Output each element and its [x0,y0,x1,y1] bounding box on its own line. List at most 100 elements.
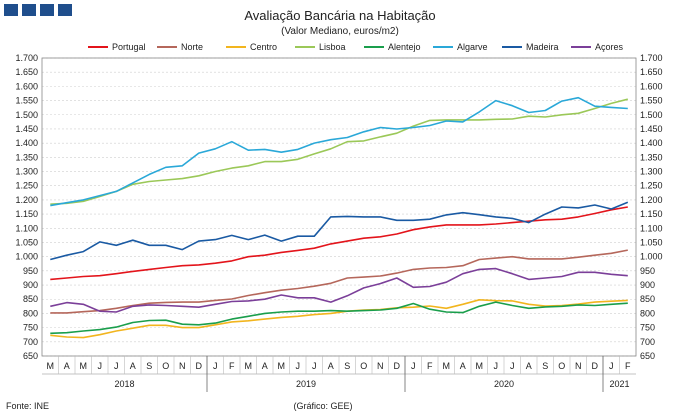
y-tick-label-left: 1.000 [15,252,38,262]
y-tick-label-right: 800 [640,308,655,318]
y-tick-label-right: 1.550 [640,96,663,106]
gridlines [42,57,636,357]
y-tick-label-left: 1.150 [15,209,38,219]
series-line-madeira [50,201,629,261]
x-tick-label: D [394,361,401,371]
series-line-centro [50,298,628,339]
x-tick-label: J [213,361,218,371]
series-line-a-ores [50,267,628,313]
x-tick-label: S [542,361,548,371]
source-note: Fonte: INE [6,401,49,411]
legend-label: Alentejo [388,42,421,52]
y-tick-label-right: 1.250 [640,181,663,191]
series-line-alentejo [50,301,628,335]
y-tick-label-left: 900 [23,280,38,290]
x-tick-label: A [262,361,268,371]
year-label: 2021 [609,379,629,389]
y-tick-label-right: 1.150 [640,209,663,219]
x-tick-label: J [296,361,301,371]
year-label: 2018 [114,379,134,389]
legend: Portugal Norte Centro Lisboa Alentejo Algarve… [88,42,624,52]
logo-block-3 [40,4,54,16]
chart-title: Avaliação Bancária na Habitação [244,8,435,23]
series-line-portugal [50,206,628,281]
x-tick-label: D [196,361,203,371]
y-tick-label-right: 1.100 [640,223,663,233]
x-tick-label: O [558,361,565,371]
y-tick-label-right: 1.300 [640,167,663,177]
y-tick-label-right: 1.400 [640,138,663,148]
y-tick-label-left: 750 [23,323,38,333]
y-tick-label-left: 1.700 [15,53,38,63]
x-tick-label: O [360,361,367,371]
x-tick-label: J [510,361,515,371]
y-tick-label-right: 1.450 [640,124,663,134]
x-tick-label: M [278,361,286,371]
x-tick-label: A [130,361,136,371]
y-tick-label-right: 1.500 [640,110,663,120]
y-tick-label-right: 1.000 [640,252,663,262]
logo-block-2 [22,4,36,16]
legend-label: Norte [181,42,203,52]
y-tick-label-right: 750 [640,323,655,333]
x-tick-label: A [64,361,70,371]
y-tick-label-right: 900 [640,280,655,290]
x-tick-label: N [377,361,384,371]
x-tick-label: N [575,361,582,371]
x-tick-label: M [80,361,88,371]
credit-note: (Gráfico: GEE) [293,401,352,411]
legend-label: Algarve [457,42,488,52]
y-axis-right: 650 700 750 800 850 900 950 1.000 1.050 1.100 1.15… [640,53,663,361]
y-tick-label-left: 950 [23,266,38,276]
logo-block-1 [4,4,18,16]
y-tick-label-left: 800 [23,308,38,318]
y-tick-label-right: 850 [640,294,655,304]
y-tick-label-right: 1.350 [640,152,663,162]
x-tick-label: O [162,361,169,371]
y-tick-label-left: 1.600 [15,81,38,91]
y-tick-label-left: 1.200 [15,195,38,205]
y-tick-label-right: 700 [640,337,655,347]
x-tick-label: J [312,361,317,371]
y-tick-label-right: 1.650 [640,67,663,77]
logo [4,4,72,16]
x-tick-label: M [476,361,484,371]
x-tick-label: N [179,361,186,371]
y-tick-label-left: 1.350 [15,152,38,162]
legend-label: Madeira [526,42,559,52]
y-tick-label-left: 1.650 [15,67,38,77]
legend-label: Açores [595,42,624,52]
y-tick-label-left: 700 [23,337,38,347]
x-tick-label: A [328,361,334,371]
x-tick-label: J [494,361,499,371]
x-tick-label: M [443,361,451,371]
y-tick-label-right: 1.200 [640,195,663,205]
y-tick-label-right: 1.700 [640,53,663,63]
legend-label: Centro [250,42,277,52]
chart-subtitle: (Valor Mediano, euros/m2) [281,26,399,37]
x-tick-label: S [146,361,152,371]
y-tick-label-left: 850 [23,294,38,304]
legend-label: Lisboa [319,42,346,52]
x-tick-label: J [114,361,119,371]
series-line-norte [50,249,628,314]
y-tick-label-left: 1.050 [15,237,38,247]
y-tick-label-left: 1.400 [15,138,38,148]
y-tick-label-left: 1.450 [15,124,38,134]
y-tick-label-right: 950 [640,266,655,276]
x-tick-label: J [609,361,614,371]
y-tick-label-right: 1.600 [640,81,663,91]
x-tick-label: D [592,361,599,371]
y-tick-label-right: 650 [640,351,655,361]
x-tick-label: F [229,361,235,371]
year-label: 2020 [494,379,514,389]
year-label: 2019 [296,379,316,389]
y-tick-label-left: 1.300 [15,167,38,177]
y-tick-label-left: 1.500 [15,110,38,120]
y-tick-label-left: 1.250 [15,181,38,191]
x-tick-label: F [625,361,631,371]
y-tick-label-left: 1.550 [15,96,38,106]
series-lines [50,96,629,339]
x-tick-label: F [427,361,433,371]
